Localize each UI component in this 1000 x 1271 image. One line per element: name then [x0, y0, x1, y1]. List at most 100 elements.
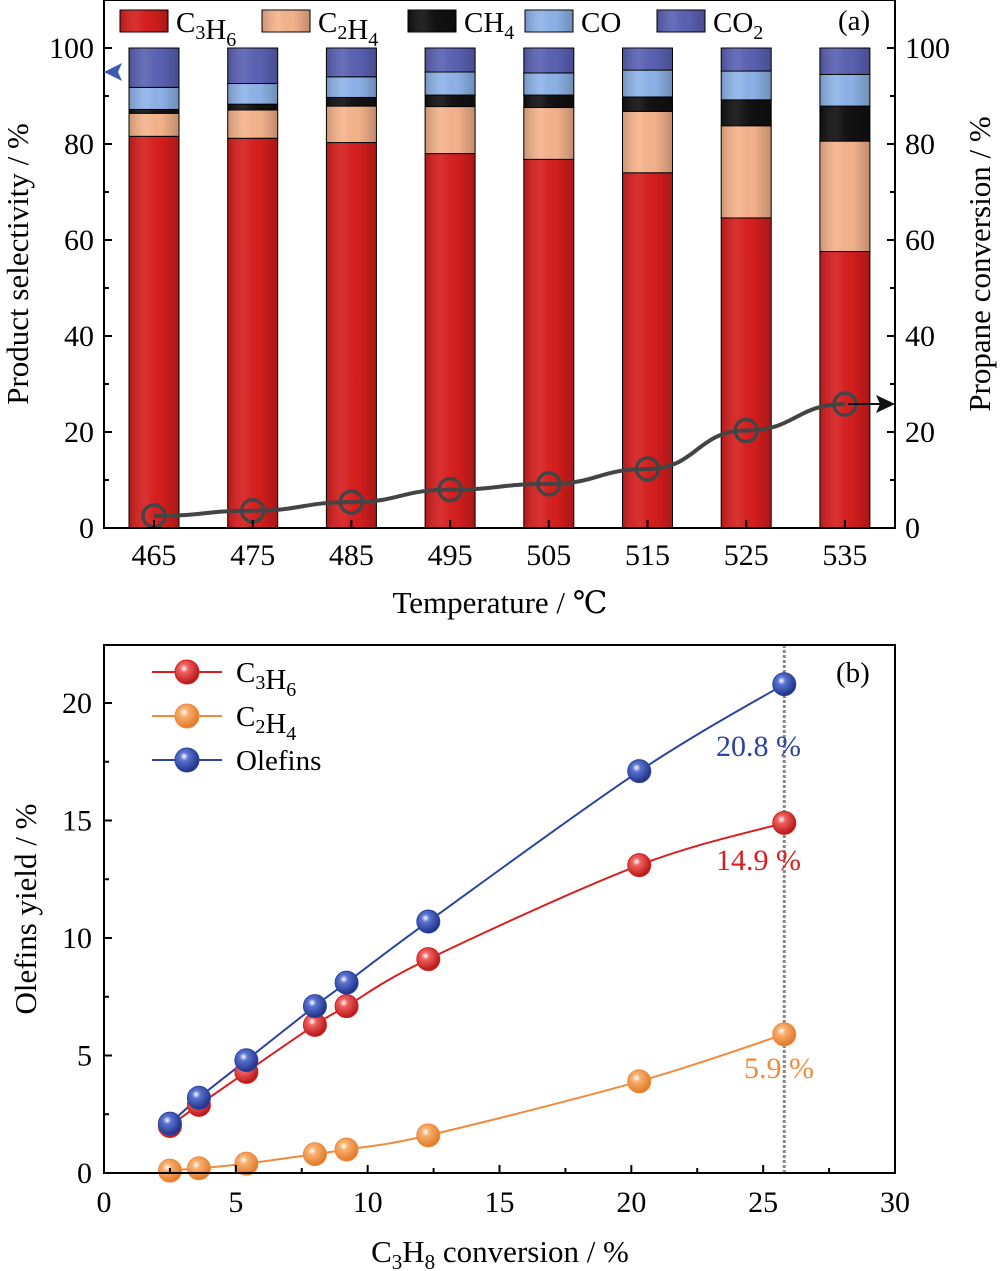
- bar-C2H4-515: [622, 110, 673, 174]
- right-tick-label: 20: [905, 416, 935, 449]
- bar-CH4-525: [720, 99, 772, 127]
- bar-CH4-505: [523, 94, 575, 109]
- right-tick-label: 0: [905, 512, 920, 545]
- bar-CO2-525: [720, 47, 772, 72]
- conversion-point-515: [634, 456, 661, 482]
- legend-label-CH4: CH4: [464, 7, 514, 44]
- x-tick-label-b: 30: [880, 1186, 910, 1219]
- point-Olefins-5.4: [234, 1048, 259, 1073]
- bar-CO2-505: [523, 47, 575, 74]
- yield-points: [157, 672, 797, 1183]
- point-Olefins-2.5: [157, 1111, 182, 1136]
- bar-C2H4-505: [523, 107, 575, 160]
- x-tick-label-525: 525: [724, 539, 769, 572]
- point-C2H4-9.2: [334, 1137, 359, 1162]
- point-C3H6-25.8: [772, 810, 797, 835]
- annotation-c2h4: 5.9 %: [744, 1052, 814, 1085]
- bar-CH4-535: [819, 105, 871, 142]
- x-tick-label-495: 495: [428, 539, 473, 572]
- bar-CO-515: [622, 69, 673, 98]
- left-tick-label: 0: [79, 512, 94, 545]
- x-tick-label-505: 505: [526, 539, 571, 572]
- legend-marker-C3H6: [174, 659, 200, 685]
- bar-C2H4-485: [325, 105, 377, 144]
- legend-label-C3H6: C3H6: [176, 7, 236, 51]
- conversion-point-525: [733, 417, 759, 444]
- bar-stacks: [128, 47, 871, 529]
- point-Olefins-3.6: [186, 1085, 211, 1110]
- left-axis-arrow: [104, 63, 122, 81]
- point-Olefins-8: [302, 994, 327, 1019]
- point-Olefins-12.3: [416, 909, 441, 934]
- x-tick-label-475: 475: [230, 539, 275, 572]
- conversion-point-505: [536, 471, 562, 497]
- legend-label-CO: CO: [581, 7, 621, 39]
- bar-CO2-515: [622, 47, 673, 71]
- x-tick-label-465: 465: [132, 539, 177, 572]
- bar-CO-485: [325, 76, 377, 98]
- right-tick-label: 80: [905, 128, 935, 161]
- legend-a: C3H6 C2H4 CH4 CO CO2: [119, 7, 763, 51]
- y-axis-title-a: Product selectivity / %: [0, 123, 35, 405]
- bar-CO-465: [128, 86, 180, 110]
- point-C2H4-25.8: [772, 1022, 797, 1047]
- annotation-c3h6: 14.9 %: [716, 844, 801, 877]
- bar-CO-535: [819, 73, 871, 107]
- point-C2H4-3.6: [186, 1156, 211, 1181]
- bar-CO2-495: [424, 47, 476, 73]
- bar-C3H6-475: [227, 137, 279, 529]
- point-C2H4-5.4: [234, 1151, 259, 1176]
- point-Olefins-25.8: [772, 672, 797, 697]
- bar-CH4-475: [227, 103, 279, 111]
- conversion-point-495: [437, 476, 463, 503]
- point-C3H6-20.3: [627, 853, 652, 878]
- conversion-series: [141, 391, 858, 529]
- y-tick-label-b: 0: [77, 1157, 92, 1190]
- left-tick-label: 60: [64, 224, 94, 257]
- legend-swatch-shade-C3H6: [120, 10, 168, 32]
- panel-label-a: (a): [838, 5, 870, 37]
- right-tick-label: 40: [905, 320, 935, 353]
- left-y-ticks: 0 20 40 60 80 100: [49, 32, 112, 545]
- annotation-olefins: 20.8 %: [716, 730, 801, 763]
- bar-C2H4-465: [128, 112, 180, 137]
- bar-CO2-465: [128, 47, 180, 88]
- point-Olefins-20.3: [627, 759, 652, 784]
- bar-CO2-485: [325, 47, 377, 78]
- x-axis-title-a: Temperature / ℃: [393, 585, 608, 620]
- bar-C3H6-485: [325, 142, 377, 529]
- point-C3H6-12.3: [416, 947, 441, 972]
- x-tick-label-b: 10: [353, 1186, 383, 1219]
- legend-swatch-shade-C2H4: [262, 10, 310, 32]
- bar-CO2-475: [227, 47, 279, 85]
- legend-marker-Olefins: [174, 747, 200, 773]
- y-axis-title-b: Olefins yield / %: [8, 804, 43, 1015]
- panel-a: 0 20 40 60 80 100 0 20 40 60 80 100 465 475 485 495 50…: [0, 0, 997, 620]
- legend-marker-C2H4: [174, 703, 200, 729]
- point-Olefins-9.2: [334, 970, 359, 995]
- bar-C3H6-535: [819, 251, 871, 529]
- right-y-ticks: 0 20 40 60 80 100: [887, 32, 950, 545]
- bar-CH4-465: [128, 108, 180, 114]
- line-C2H4: [169, 1033, 785, 1172]
- legend-swatch-shade-CO2: [657, 10, 705, 32]
- panel-b-frame: [103, 644, 896, 1174]
- y-tick-label-b: 5: [77, 1040, 92, 1073]
- bar-C3H6-525: [720, 217, 772, 529]
- bar-C2H4-495: [424, 106, 476, 155]
- legend-label-b-C2H4: C2H4: [236, 701, 296, 745]
- legend-swatch-shade-CH4: [408, 10, 456, 32]
- left-tick-label: 80: [64, 128, 94, 161]
- bar-C3H6-465: [128, 135, 180, 529]
- line-C3H6: [169, 821, 785, 1127]
- y2-axis-title-a: Propane conversion / %: [962, 116, 997, 411]
- bar-CH4-485: [325, 96, 377, 107]
- right-tick-label: 100: [905, 32, 950, 65]
- right-axis-arrow: [848, 395, 895, 413]
- x-tick-label-b: 20: [616, 1186, 646, 1219]
- y-tick-label-b: 15: [62, 805, 92, 838]
- y-ticks-b: 0 5 10 15 20: [62, 687, 112, 1190]
- conversion-point-485: [338, 489, 365, 515]
